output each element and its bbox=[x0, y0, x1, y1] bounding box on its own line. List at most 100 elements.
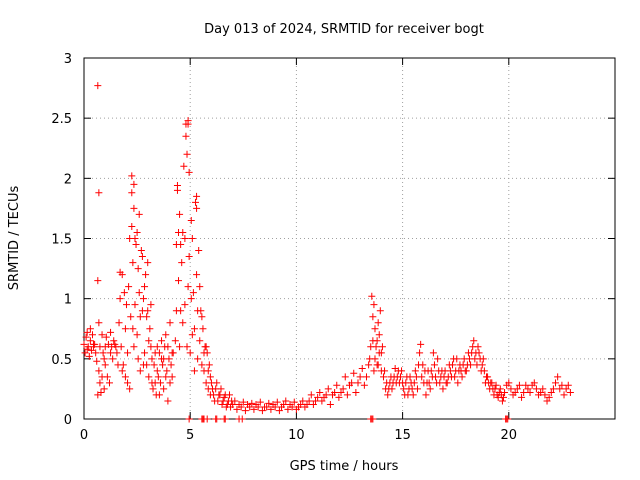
data-point bbox=[119, 361, 127, 369]
data-point bbox=[153, 343, 161, 351]
data-point bbox=[442, 379, 450, 387]
data-point bbox=[329, 391, 337, 399]
data-point bbox=[324, 385, 332, 393]
data-point bbox=[474, 343, 482, 351]
data-point bbox=[126, 385, 134, 393]
data-point bbox=[188, 235, 196, 242]
data-point bbox=[82, 333, 90, 341]
data-point bbox=[115, 319, 123, 327]
data-point bbox=[513, 385, 521, 393]
data-point bbox=[141, 349, 149, 357]
data-point bbox=[362, 373, 370, 381]
data-point bbox=[136, 367, 144, 375]
data-point bbox=[299, 397, 307, 405]
data-point bbox=[346, 381, 353, 389]
data-point bbox=[556, 385, 564, 393]
data-point bbox=[147, 301, 155, 309]
data-point bbox=[135, 210, 143, 218]
data-point bbox=[150, 361, 158, 369]
data-point bbox=[166, 379, 174, 387]
data-point bbox=[275, 407, 283, 415]
data-point bbox=[305, 397, 313, 405]
x-tick-label: 10 bbox=[288, 428, 305, 443]
data-point bbox=[466, 355, 474, 363]
data-point bbox=[231, 397, 239, 405]
data-point bbox=[151, 349, 159, 357]
data-points bbox=[80, 82, 574, 423]
y-tick-label: 0.5 bbox=[51, 353, 72, 368]
data-point bbox=[99, 349, 107, 357]
data-point bbox=[92, 349, 100, 357]
data-point bbox=[370, 301, 378, 309]
data-point bbox=[286, 401, 294, 409]
data-point bbox=[116, 295, 124, 303]
data-point bbox=[360, 381, 368, 389]
data-point bbox=[162, 373, 170, 381]
data-point bbox=[81, 349, 89, 357]
data-point bbox=[503, 381, 511, 389]
data-point bbox=[341, 373, 349, 381]
data-point bbox=[368, 292, 376, 300]
data-point bbox=[134, 265, 142, 273]
data-point bbox=[83, 328, 91, 336]
data-point bbox=[395, 379, 403, 387]
data-point bbox=[107, 328, 115, 336]
data-point bbox=[369, 415, 377, 423]
data-point bbox=[416, 349, 424, 357]
data-point bbox=[372, 343, 380, 351]
data-point bbox=[381, 367, 389, 375]
data-point bbox=[350, 369, 358, 377]
data-point bbox=[203, 415, 211, 423]
data-point bbox=[199, 325, 207, 333]
data-point bbox=[194, 355, 202, 363]
x-axis-tick-labels: 0 5 10 15 20 bbox=[80, 428, 517, 443]
data-point bbox=[205, 361, 213, 369]
data-point bbox=[250, 405, 258, 413]
data-point bbox=[378, 343, 386, 351]
data-point bbox=[358, 364, 366, 372]
data-point bbox=[541, 391, 549, 399]
data-point bbox=[187, 216, 195, 224]
data-point bbox=[562, 385, 570, 393]
data-point bbox=[314, 393, 322, 401]
data-point bbox=[124, 379, 132, 387]
data-point bbox=[339, 385, 347, 393]
grid-lines bbox=[84, 58, 615, 419]
data-point bbox=[95, 189, 103, 197]
data-point bbox=[160, 385, 168, 393]
data-point bbox=[198, 361, 206, 369]
data-point bbox=[173, 182, 181, 190]
data-point bbox=[543, 397, 551, 405]
data-point bbox=[80, 340, 88, 348]
data-point bbox=[241, 407, 249, 415]
data-point bbox=[202, 343, 210, 351]
data-point bbox=[130, 204, 138, 212]
data-point bbox=[558, 381, 566, 389]
data-point bbox=[163, 367, 171, 375]
data-point bbox=[128, 222, 136, 230]
data-point bbox=[326, 401, 334, 409]
data-point bbox=[225, 391, 233, 399]
data-point bbox=[193, 204, 201, 212]
data-point bbox=[458, 373, 466, 381]
data-point bbox=[194, 307, 202, 315]
data-point bbox=[295, 403, 303, 411]
data-point bbox=[111, 340, 119, 348]
data-point bbox=[438, 367, 446, 375]
data-point bbox=[122, 301, 130, 309]
data-point bbox=[265, 399, 273, 407]
data-point bbox=[461, 367, 469, 375]
data-point bbox=[206, 373, 214, 381]
data-point bbox=[374, 361, 382, 369]
data-point bbox=[189, 289, 197, 297]
data-point bbox=[196, 283, 204, 291]
data-point bbox=[504, 415, 512, 423]
y-tick-label: 1.5 bbox=[51, 233, 72, 248]
data-point bbox=[419, 361, 427, 369]
data-point bbox=[141, 283, 149, 291]
data-point bbox=[129, 259, 137, 267]
data-point bbox=[143, 313, 151, 321]
data-point bbox=[444, 373, 452, 381]
data-point bbox=[318, 397, 326, 405]
